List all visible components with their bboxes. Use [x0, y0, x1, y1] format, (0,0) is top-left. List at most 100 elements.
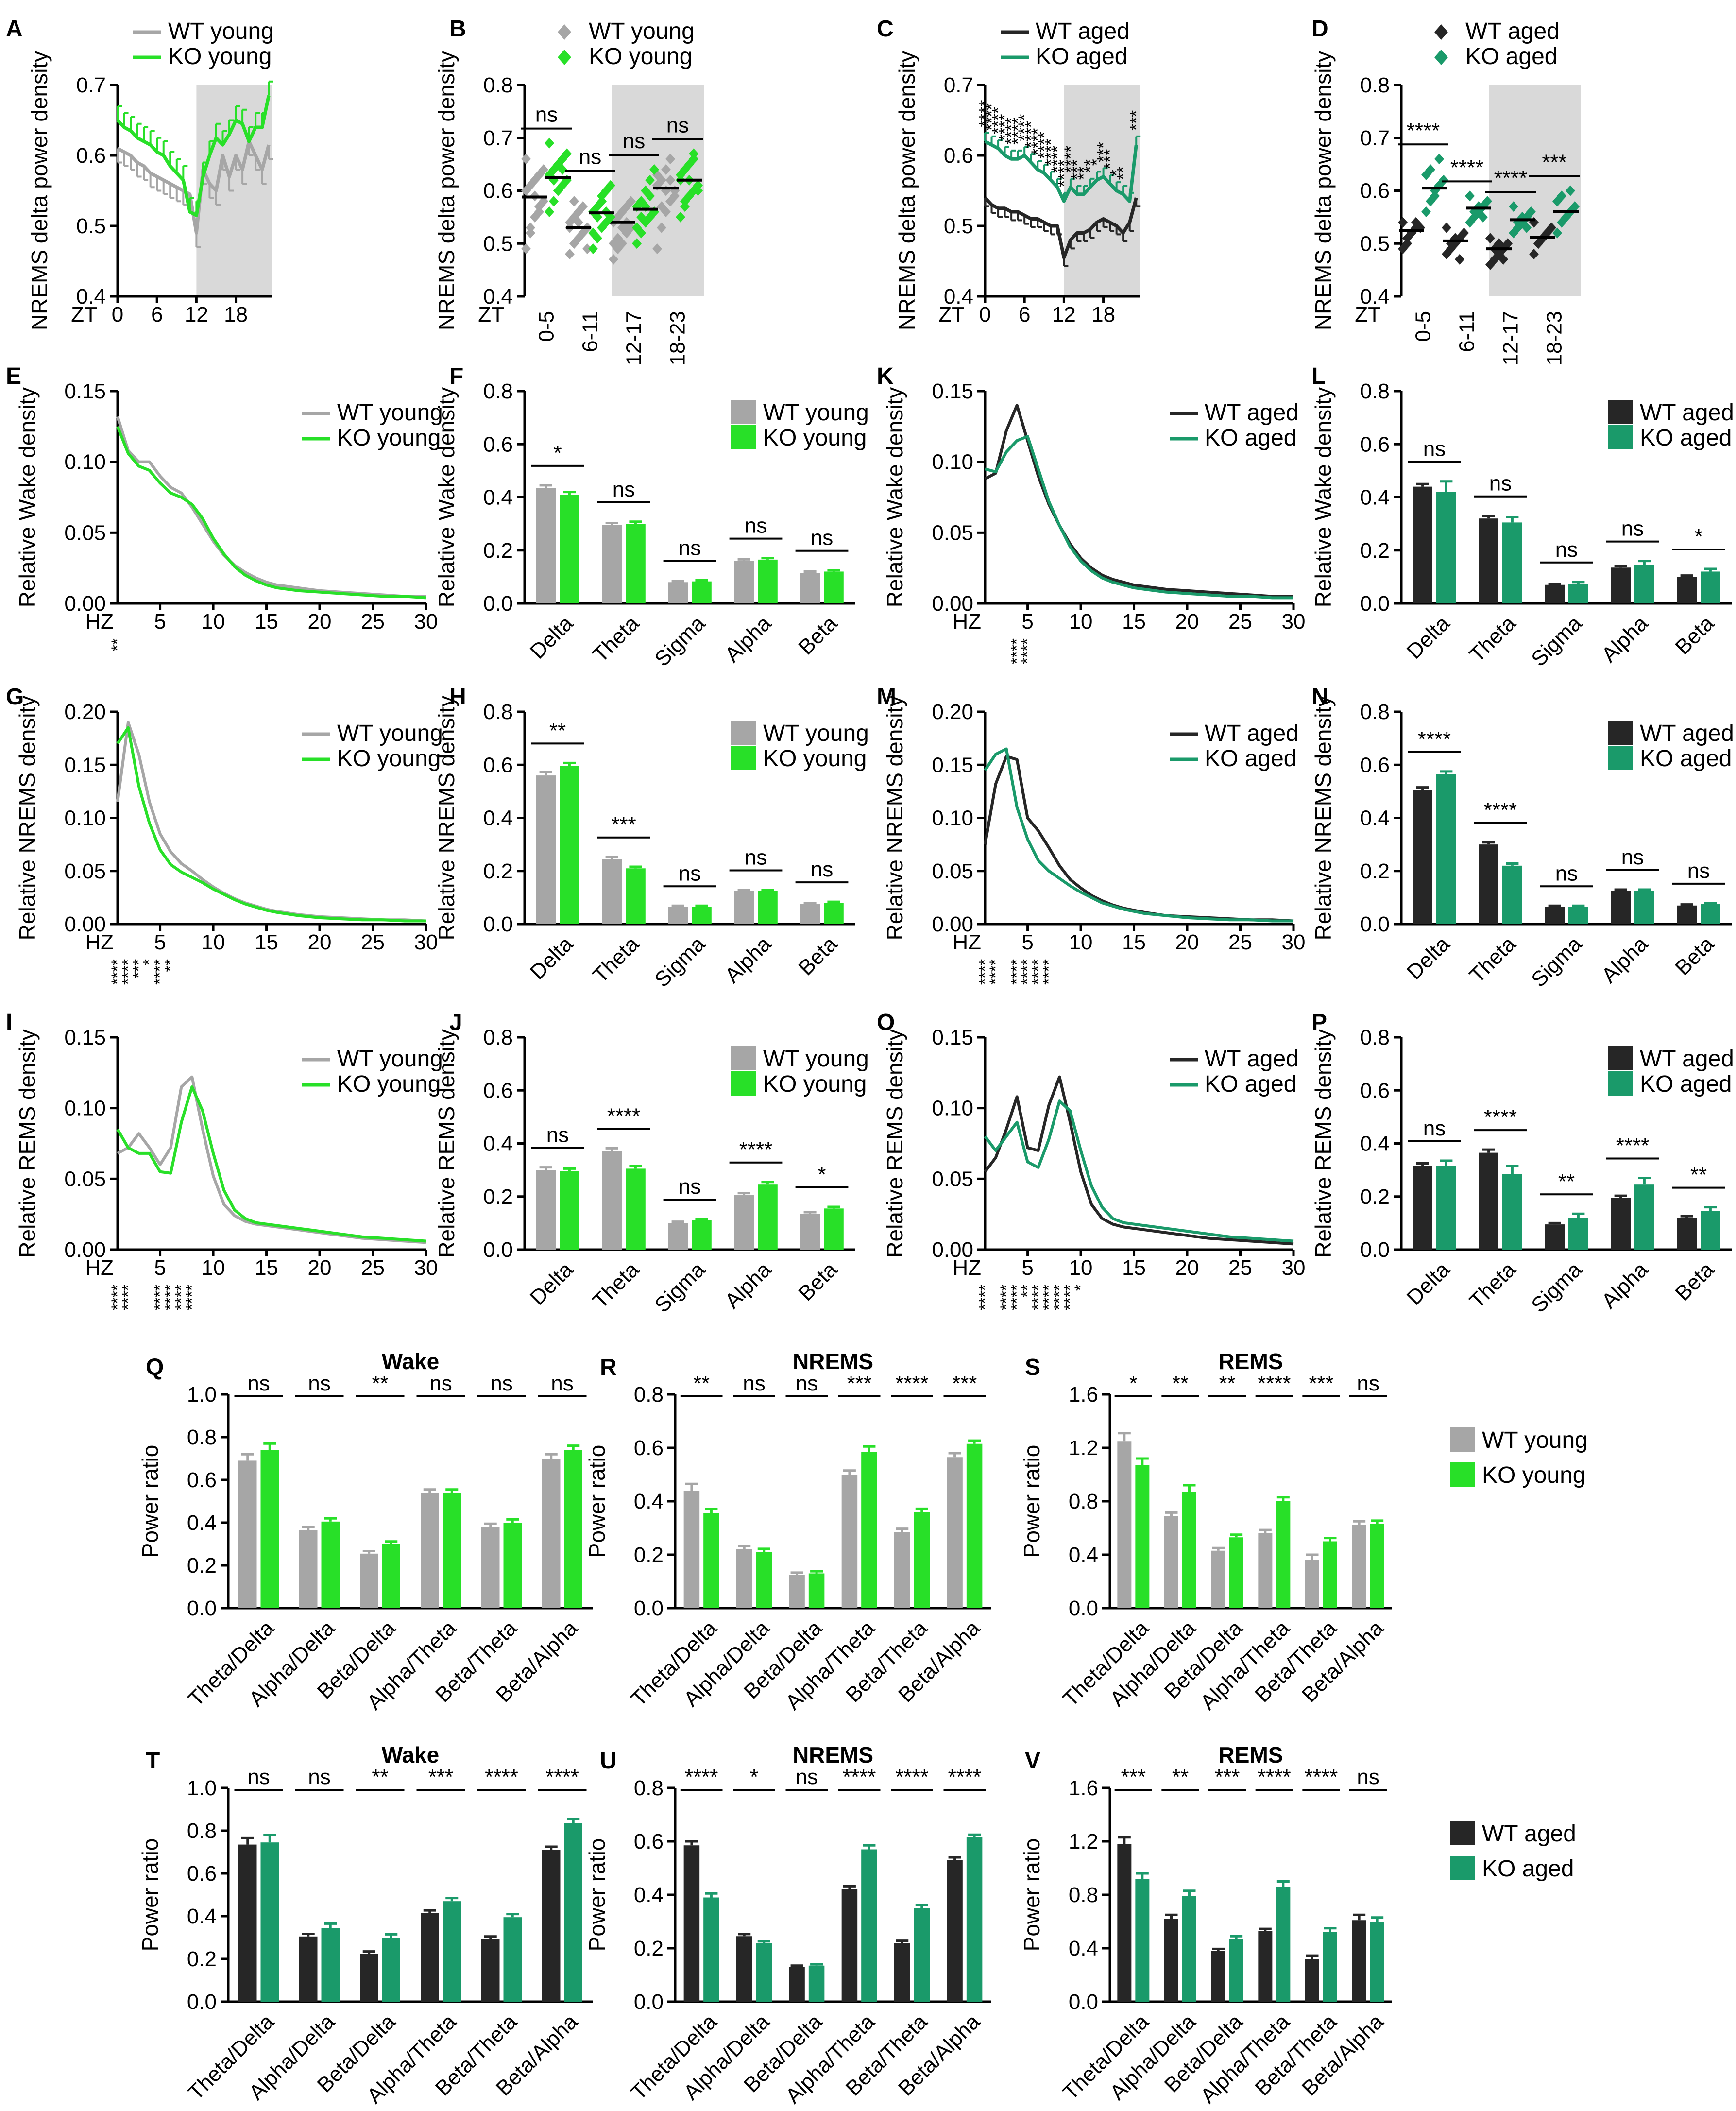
panel-letter: F	[449, 363, 463, 389]
panel-letter: U	[600, 1748, 617, 1774]
significance-stars: ****	[183, 1285, 201, 1310]
significance-stars: ****	[1019, 959, 1037, 985]
data-point	[1465, 190, 1475, 202]
legend-label: KO young	[589, 44, 692, 69]
y-tick-label: 0.10	[932, 807, 973, 830]
data-point	[534, 206, 544, 217]
y-tick-label: 0.6	[634, 1436, 664, 1460]
legend-square-swatch	[1608, 746, 1633, 770]
significance-stars: ****	[108, 1285, 127, 1310]
data-point	[539, 196, 548, 207]
legend-label: KO young	[763, 746, 867, 772]
y-tick-label: 0.20	[932, 700, 973, 724]
y-tick-label: 0.0	[634, 1596, 664, 1620]
significance-label: ****	[948, 1765, 982, 1789]
x-category-label: Delta	[1402, 1257, 1455, 1310]
data-point	[1421, 206, 1431, 217]
bar	[692, 907, 712, 924]
y-tick-label: 0.6	[483, 432, 513, 456]
x-tick-label: 10	[202, 1256, 225, 1280]
bar	[1436, 1166, 1456, 1250]
x-category-label: Theta	[588, 611, 644, 667]
data-point	[1570, 201, 1580, 212]
panel-P: 0.0 0.2 0.4 0.6 0.8 Relative REMS density Delt…	[1311, 1010, 1734, 1317]
significance-label: ns	[679, 861, 701, 885]
bar	[1611, 891, 1631, 924]
y-tick-label: 0.05	[64, 1167, 106, 1191]
data-point	[1402, 238, 1412, 249]
series-line-wt-aged	[984, 755, 1294, 923]
bar	[1229, 1939, 1243, 2002]
y-axis-label: Relative Wake density	[434, 387, 459, 607]
significance-label: ****	[485, 1765, 518, 1789]
bar	[947, 1860, 963, 2002]
significance-stars: ****	[982, 103, 1002, 131]
significance-stars: ****	[976, 1285, 994, 1310]
series-line-ko-young	[116, 726, 426, 923]
bar	[808, 1965, 825, 2002]
data-point	[632, 222, 642, 233]
bar	[1634, 1184, 1654, 1250]
significance-label: ***	[428, 1765, 453, 1789]
series-line-wt-young	[117, 1075, 426, 1244]
significance-stars: ***	[1067, 159, 1087, 180]
data-point	[521, 243, 531, 255]
y-tick-label: 0.05	[932, 859, 973, 883]
bar	[758, 1184, 778, 1250]
x-category-label: 12-17	[1499, 311, 1523, 366]
data-point	[565, 249, 575, 259]
significance-label: ns	[1423, 437, 1446, 461]
significance-stars: ****	[151, 1285, 170, 1310]
x-tick-label: 20	[308, 1256, 332, 1280]
data-point	[521, 154, 531, 165]
bar	[1479, 844, 1498, 924]
y-tick-label: 0.8	[483, 379, 513, 403]
panel-letter: D	[1311, 16, 1328, 42]
series-line-ko-young	[116, 1085, 426, 1243]
data-point	[569, 196, 579, 207]
bar	[1352, 1920, 1366, 2002]
y-axis-label: Relative NREMS density	[882, 696, 907, 941]
data-point	[553, 185, 563, 196]
significance-stars: ****	[1008, 118, 1028, 145]
y-tick-label: 0.4	[1069, 1543, 1098, 1567]
x-tick-label: 30	[414, 1256, 438, 1280]
significance-stars: ****	[1039, 1285, 1058, 1310]
panel-N: 0.0 0.2 0.4 0.6 0.8 Relative NREMS density Del…	[1311, 684, 1734, 992]
y-tick-label: 0.6	[76, 144, 106, 168]
legend-square-swatch	[731, 1046, 756, 1070]
bar	[536, 1170, 556, 1250]
panel-letter: P	[1311, 1010, 1327, 1035]
data-point	[609, 254, 618, 265]
x-tick-label: 20	[1175, 610, 1199, 634]
x-tick-label: 5	[1021, 1256, 1033, 1280]
bar	[542, 1850, 561, 2002]
x-category-label: Beta	[794, 1257, 842, 1305]
significance-stars: **	[1080, 159, 1100, 173]
bar	[1323, 1541, 1337, 1608]
significance-label: ns	[535, 103, 558, 127]
y-axis-label: Relative Wake density	[882, 387, 907, 607]
y-tick-label: 1.6	[1069, 1776, 1098, 1800]
significance-label: ns	[679, 1175, 701, 1199]
x-tick-label: 10	[202, 610, 225, 634]
significance-label: **	[549, 719, 566, 742]
y-tick-label: 0.4	[1069, 1937, 1098, 1960]
significance-stars: ****	[988, 107, 1008, 134]
x-tick-label: 10	[1069, 610, 1093, 634]
data-point	[574, 217, 583, 228]
panel-F: 0.0 0.2 0.4 0.6 0.8 Relative Wake density Delt…	[434, 363, 869, 671]
x-tick-label: 20	[1175, 930, 1199, 954]
significance-label: ****	[1258, 1765, 1291, 1789]
y-tick-label: 0.00	[932, 592, 973, 616]
y-tick-label: 0.05	[932, 521, 973, 545]
x-tick-label: 25	[1228, 610, 1252, 634]
bar	[602, 525, 622, 603]
y-tick-label: 0.10	[932, 1097, 973, 1120]
series-line-wt-aged	[984, 404, 1293, 598]
y-tick-label: 0.20	[64, 700, 106, 724]
bar	[703, 1513, 719, 1608]
y-tick-label: 0.0	[1360, 912, 1390, 936]
